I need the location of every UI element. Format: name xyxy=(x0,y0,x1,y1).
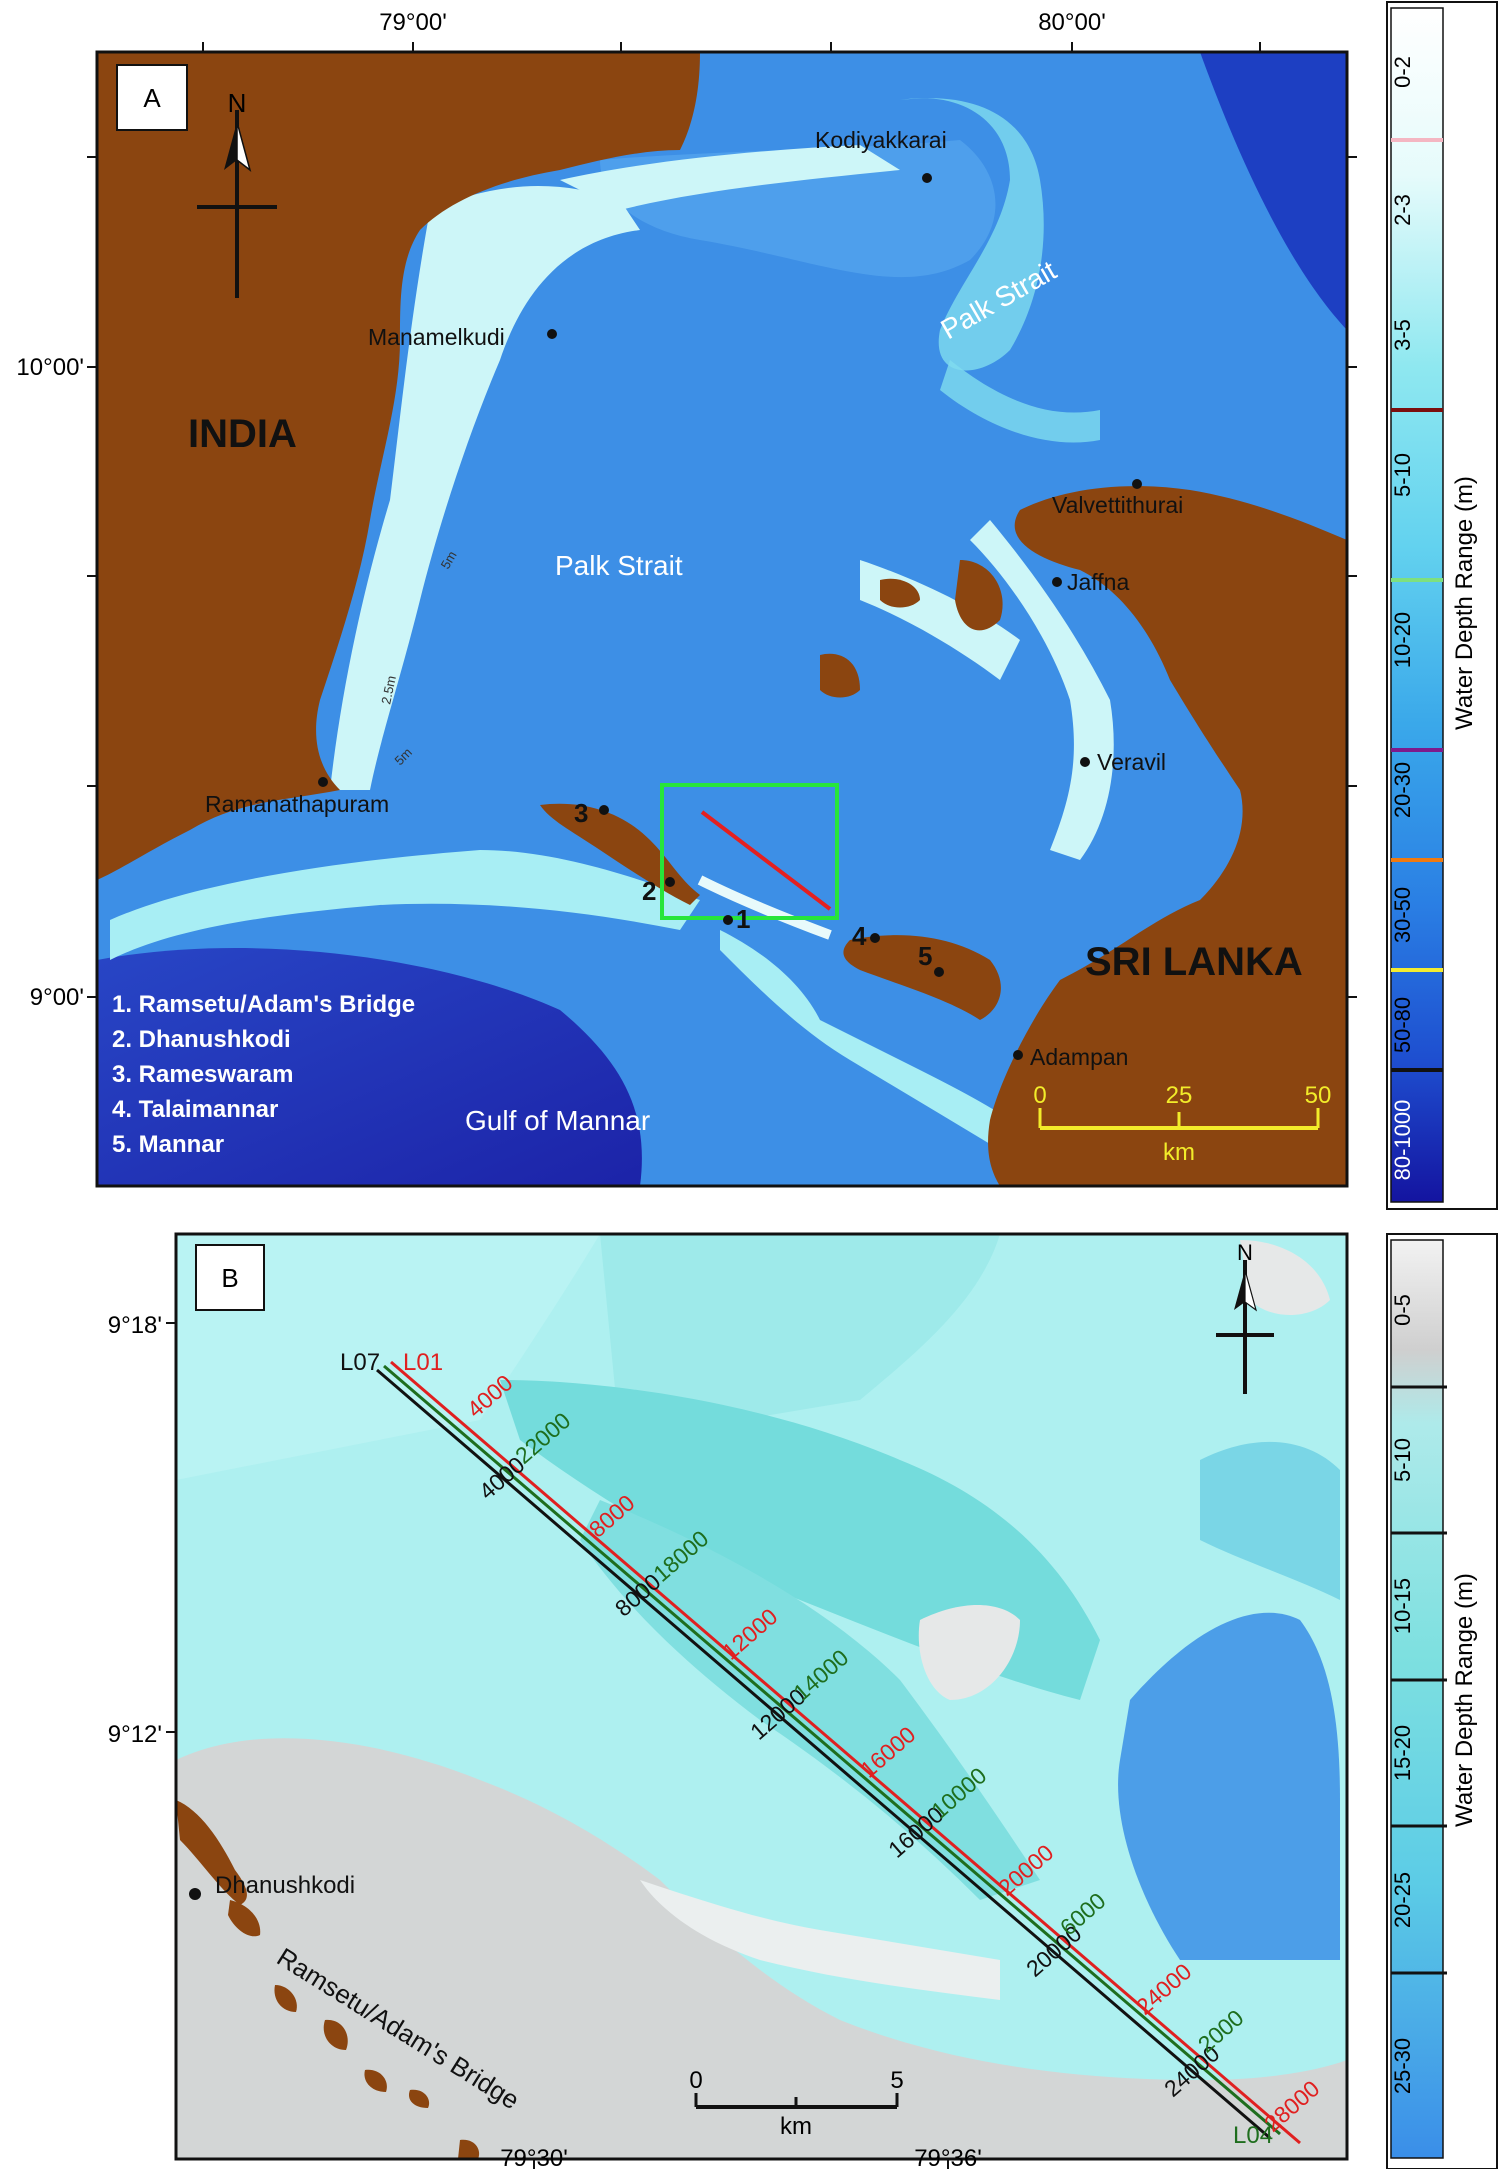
lat-tick-9-12: 9°12' xyxy=(108,1721,162,1748)
cb-b-class-5: 25-30 xyxy=(1390,2038,1415,2094)
point-number-3: 3 xyxy=(574,798,588,828)
cb-b-class-4: 20-25 xyxy=(1390,1872,1415,1928)
line-l07-label: L07 xyxy=(340,1349,380,1376)
contour-label-2-5m: 2.5m xyxy=(378,674,399,705)
scale-a-tick-25: 25 xyxy=(1166,1082,1193,1109)
panel-a-label: A xyxy=(143,83,161,113)
place-veravil: Veravil xyxy=(1097,749,1166,775)
place-dhanushkodi-b: Dhanushkodi xyxy=(215,1872,355,1899)
lat-tick-9: 9°00' xyxy=(30,984,84,1011)
country-sri-lanka: SRI LANKA xyxy=(1085,940,1303,984)
cb-a-class-7: 50-80 xyxy=(1390,997,1415,1053)
point-number-2: 2 xyxy=(642,876,656,906)
place-kodiyakkarai: Kodiyakkarai xyxy=(815,127,947,153)
lat-tick-10: 10°00' xyxy=(16,354,84,381)
place-adampan: Adampan xyxy=(1030,1044,1128,1070)
cb-a-class-8: 80-1000 xyxy=(1390,1100,1415,1181)
scale-b-unit: km xyxy=(780,2113,812,2140)
legend-item-5: 5. Mannar xyxy=(112,1131,224,1158)
cb-b-class-1: 5-10 xyxy=(1390,1438,1415,1482)
north-label-b: N xyxy=(1237,1240,1253,1265)
scale-a-tick-0: 0 xyxy=(1033,1082,1046,1109)
lon-tick-79-36: 79°36' xyxy=(914,2145,982,2169)
place-manamelkudi: Manamelkudi xyxy=(368,324,505,350)
panel-b xyxy=(166,1232,1349,2169)
cb-a-title: Water Depth Range (m) xyxy=(1451,476,1478,730)
water-palk-strait: Palk Strait xyxy=(555,550,683,581)
country-india: INDIA xyxy=(188,412,297,456)
cb-b-class-3: 15-20 xyxy=(1390,1725,1415,1781)
colorbar-a xyxy=(1386,1,1498,1210)
north-arrow-b-icon xyxy=(1216,1260,1274,1394)
scale-bar-a xyxy=(1038,1108,1320,1130)
legend-item-1: 1. Ramsetu/Adam's Bridge xyxy=(112,991,415,1018)
panel-b-label-box xyxy=(195,1244,265,1311)
cb-b-class-0: 0-5 xyxy=(1390,1294,1415,1326)
scale-bar-b xyxy=(694,2093,899,2109)
lon-tick-80: 80°00' xyxy=(1038,9,1106,36)
cb-a-class-0: 0-2 xyxy=(1390,56,1415,88)
lon-tick-79: 79°00' xyxy=(379,9,447,36)
cb-b-title: Water Depth Range (m) xyxy=(1451,1573,1478,1827)
cb-a-class-4: 10-20 xyxy=(1390,612,1415,668)
cb-a-class-5: 20-30 xyxy=(1390,762,1415,818)
cb-a-class-2: 3-5 xyxy=(1390,319,1415,351)
lon-tick-79-30: 79°30' xyxy=(500,2145,568,2169)
north-arrow-icon xyxy=(197,110,277,298)
water-gulf-of-mannar: Gulf of Mannar xyxy=(465,1105,650,1136)
point-number-1: 1 xyxy=(736,904,750,934)
north-label-a: N xyxy=(228,88,247,118)
scale-b-tick-5: 5 xyxy=(890,2067,903,2094)
point-number-5: 5 xyxy=(918,941,932,971)
line-l04-label: L04 xyxy=(1233,2122,1273,2149)
scale-b-tick-0: 0 xyxy=(689,2067,702,2094)
point-number-4: 4 xyxy=(852,921,867,951)
lat-tick-9-18: 9°18' xyxy=(108,1312,162,1339)
place-valvettithurai: Valvettithurai xyxy=(1052,492,1183,518)
place-jaffna: Jaffna xyxy=(1067,569,1129,595)
legend-item-3: 3. Rameswaram xyxy=(112,1061,293,1088)
line-l01-label: L01 xyxy=(403,1349,443,1376)
cb-a-class-3: 5-10 xyxy=(1390,453,1415,497)
scale-a-unit: km xyxy=(1163,1139,1195,1166)
place-ramanathapuram: Ramanathapuram xyxy=(205,791,389,817)
panel-a-label-box xyxy=(116,64,188,131)
cb-b-class-2: 10-15 xyxy=(1390,1578,1415,1634)
panel-a xyxy=(87,42,1357,1188)
panel-b-label: B xyxy=(221,1263,238,1293)
cb-a-class-1: 2-3 xyxy=(1390,194,1415,226)
scale-a-tick-50: 50 xyxy=(1305,1082,1332,1109)
colorbar-b xyxy=(1386,1233,1498,2169)
legend-item-2: 2. Dhanushkodi xyxy=(112,1026,291,1053)
cb-a-class-6: 30-50 xyxy=(1390,887,1415,943)
legend-item-4: 4. Talaimannar xyxy=(112,1096,278,1123)
